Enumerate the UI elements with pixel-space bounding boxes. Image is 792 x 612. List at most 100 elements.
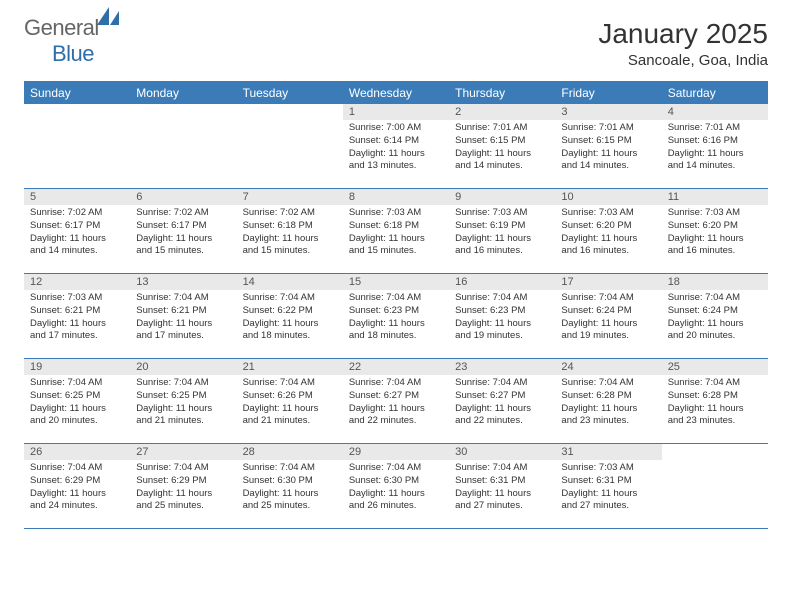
day-details: Sunrise: 7:03 AMSunset: 6:20 PMDaylight:… (662, 205, 768, 262)
daylight-text: Daylight: 11 hours and 13 minutes. (349, 148, 443, 174)
sunrise-text: Sunrise: 7:04 AM (668, 292, 762, 305)
day-number: 2 (449, 104, 555, 120)
day-cell: 31Sunrise: 7:03 AMSunset: 6:31 PMDayligh… (555, 444, 661, 528)
day-details: Sunrise: 7:04 AMSunset: 6:25 PMDaylight:… (24, 375, 130, 432)
daylight-text: Daylight: 11 hours and 17 minutes. (30, 318, 124, 344)
day-number: 16 (449, 274, 555, 290)
sunset-text: Sunset: 6:17 PM (30, 220, 124, 233)
daylight-text: Daylight: 11 hours and 23 minutes. (561, 403, 655, 429)
sunrise-text: Sunrise: 7:04 AM (561, 377, 655, 390)
sunset-text: Sunset: 6:28 PM (668, 390, 762, 403)
day-number: 15 (343, 274, 449, 290)
daylight-text: Daylight: 11 hours and 15 minutes. (136, 233, 230, 259)
day-number: 26 (24, 444, 130, 460)
day-details: Sunrise: 7:04 AMSunset: 6:26 PMDaylight:… (237, 375, 343, 432)
day-details: Sunrise: 7:02 AMSunset: 6:17 PMDaylight:… (24, 205, 130, 262)
sunset-text: Sunset: 6:16 PM (668, 135, 762, 148)
dow-sunday: Sunday (24, 83, 130, 104)
sunset-text: Sunset: 6:30 PM (243, 475, 337, 488)
day-number: 4 (662, 104, 768, 120)
daylight-text: Daylight: 11 hours and 23 minutes. (668, 403, 762, 429)
day-number: 14 (237, 274, 343, 290)
day-details: Sunrise: 7:00 AMSunset: 6:14 PMDaylight:… (343, 120, 449, 177)
daylight-text: Daylight: 11 hours and 21 minutes. (136, 403, 230, 429)
day-number: 9 (449, 189, 555, 205)
daylight-text: Daylight: 11 hours and 15 minutes. (349, 233, 443, 259)
day-of-week-header: Sunday Monday Tuesday Wednesday Thursday… (24, 83, 768, 104)
day-cell: 8Sunrise: 7:03 AMSunset: 6:18 PMDaylight… (343, 189, 449, 273)
sunrise-text: Sunrise: 7:04 AM (136, 377, 230, 390)
day-cell: 11Sunrise: 7:03 AMSunset: 6:20 PMDayligh… (662, 189, 768, 273)
sunrise-text: Sunrise: 7:03 AM (668, 207, 762, 220)
day-number: 27 (130, 444, 236, 460)
sunrise-text: Sunrise: 7:01 AM (455, 122, 549, 135)
sunrise-text: Sunrise: 7:04 AM (455, 292, 549, 305)
day-details: Sunrise: 7:04 AMSunset: 6:24 PMDaylight:… (662, 290, 768, 347)
daylight-text: Daylight: 11 hours and 19 minutes. (455, 318, 549, 344)
sunset-text: Sunset: 6:22 PM (243, 305, 337, 318)
day-cell: 15Sunrise: 7:04 AMSunset: 6:23 PMDayligh… (343, 274, 449, 358)
dow-monday: Monday (130, 83, 236, 104)
sunset-text: Sunset: 6:18 PM (243, 220, 337, 233)
dow-saturday: Saturday (662, 83, 768, 104)
sunset-text: Sunset: 6:19 PM (455, 220, 549, 233)
daylight-text: Daylight: 11 hours and 20 minutes. (668, 318, 762, 344)
day-cell: 7Sunrise: 7:02 AMSunset: 6:18 PMDaylight… (237, 189, 343, 273)
sunrise-text: Sunrise: 7:04 AM (243, 462, 337, 475)
sunset-text: Sunset: 6:24 PM (561, 305, 655, 318)
day-number: 6 (130, 189, 236, 205)
day-number: 7 (237, 189, 343, 205)
daylight-text: Daylight: 11 hours and 15 minutes. (243, 233, 337, 259)
day-number: 23 (449, 359, 555, 375)
sunset-text: Sunset: 6:27 PM (455, 390, 549, 403)
daylight-text: Daylight: 11 hours and 14 minutes. (30, 233, 124, 259)
day-cell: 22Sunrise: 7:04 AMSunset: 6:27 PMDayligh… (343, 359, 449, 443)
day-details: Sunrise: 7:04 AMSunset: 6:29 PMDaylight:… (130, 460, 236, 517)
sunset-text: Sunset: 6:28 PM (561, 390, 655, 403)
day-details: Sunrise: 7:01 AMSunset: 6:15 PMDaylight:… (555, 120, 661, 177)
day-cell: 17Sunrise: 7:04 AMSunset: 6:24 PMDayligh… (555, 274, 661, 358)
sunset-text: Sunset: 6:20 PM (668, 220, 762, 233)
sunset-text: Sunset: 6:17 PM (136, 220, 230, 233)
daylight-text: Daylight: 11 hours and 14 minutes. (455, 148, 549, 174)
day-details: Sunrise: 7:04 AMSunset: 6:27 PMDaylight:… (343, 375, 449, 432)
sunset-text: Sunset: 6:25 PM (30, 390, 124, 403)
daylight-text: Daylight: 11 hours and 14 minutes. (561, 148, 655, 174)
daylight-text: Daylight: 11 hours and 16 minutes. (668, 233, 762, 259)
day-cell (130, 104, 236, 188)
day-cell: 5Sunrise: 7:02 AMSunset: 6:17 PMDaylight… (24, 189, 130, 273)
day-cell: 10Sunrise: 7:03 AMSunset: 6:20 PMDayligh… (555, 189, 661, 273)
sunset-text: Sunset: 6:15 PM (455, 135, 549, 148)
sunset-text: Sunset: 6:20 PM (561, 220, 655, 233)
sunset-text: Sunset: 6:27 PM (349, 390, 443, 403)
location-subtitle: Sancoale, Goa, India (598, 52, 768, 69)
day-details: Sunrise: 7:03 AMSunset: 6:21 PMDaylight:… (24, 290, 130, 347)
day-number: 24 (555, 359, 661, 375)
day-cell: 6Sunrise: 7:02 AMSunset: 6:17 PMDaylight… (130, 189, 236, 273)
sunrise-text: Sunrise: 7:04 AM (136, 292, 230, 305)
day-cell: 12Sunrise: 7:03 AMSunset: 6:21 PMDayligh… (24, 274, 130, 358)
sunrise-text: Sunrise: 7:04 AM (349, 377, 443, 390)
sunset-text: Sunset: 6:29 PM (30, 475, 124, 488)
sunrise-text: Sunrise: 7:01 AM (561, 122, 655, 135)
day-cell: 9Sunrise: 7:03 AMSunset: 6:19 PMDaylight… (449, 189, 555, 273)
day-details: Sunrise: 7:03 AMSunset: 6:19 PMDaylight:… (449, 205, 555, 262)
sunrise-text: Sunrise: 7:04 AM (668, 377, 762, 390)
sunset-text: Sunset: 6:15 PM (561, 135, 655, 148)
dow-wednesday: Wednesday (343, 83, 449, 104)
sunrise-text: Sunrise: 7:02 AM (30, 207, 124, 220)
sunset-text: Sunset: 6:23 PM (349, 305, 443, 318)
daylight-text: Daylight: 11 hours and 27 minutes. (455, 488, 549, 514)
sunset-text: Sunset: 6:14 PM (349, 135, 443, 148)
day-details: Sunrise: 7:04 AMSunset: 6:23 PMDaylight:… (449, 290, 555, 347)
day-cell (237, 104, 343, 188)
weeks-container: 1Sunrise: 7:00 AMSunset: 6:14 PMDaylight… (24, 104, 768, 529)
sunrise-text: Sunrise: 7:04 AM (243, 292, 337, 305)
day-number: 5 (24, 189, 130, 205)
day-cell: 3Sunrise: 7:01 AMSunset: 6:15 PMDaylight… (555, 104, 661, 188)
day-number: 20 (130, 359, 236, 375)
week-row: 1Sunrise: 7:00 AMSunset: 6:14 PMDaylight… (24, 104, 768, 189)
week-row: 5Sunrise: 7:02 AMSunset: 6:17 PMDaylight… (24, 189, 768, 274)
daylight-text: Daylight: 11 hours and 26 minutes. (349, 488, 443, 514)
day-number: 31 (555, 444, 661, 460)
